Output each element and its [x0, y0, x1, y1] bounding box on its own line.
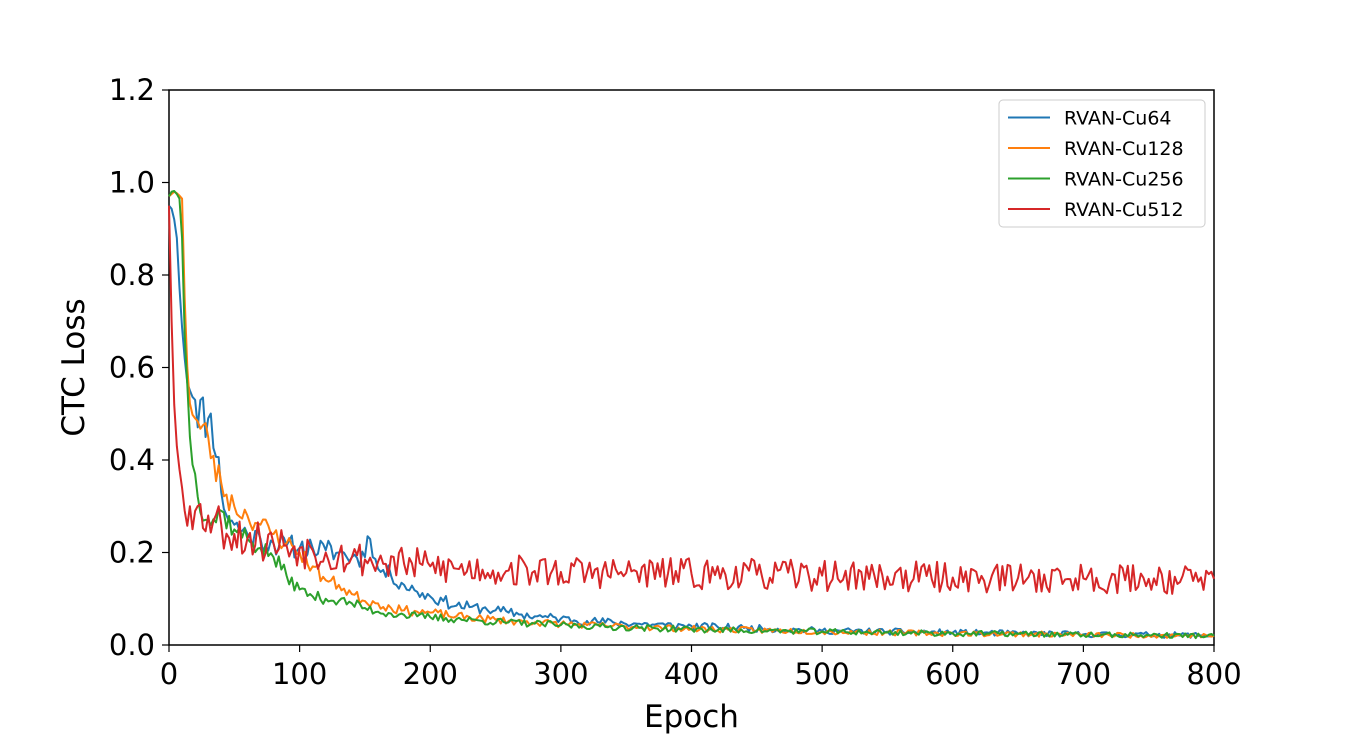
legend-label: RVAN-Cu256	[1064, 169, 1184, 191]
legend-box	[998, 99, 1206, 228]
y-tick-label: 0.2	[109, 536, 155, 570]
y-axis-label: CTC Loss	[56, 298, 92, 436]
y-tick-label: 0.0	[109, 628, 155, 662]
x-tick-label: 0	[160, 657, 178, 691]
x-tick-label: 300	[533, 657, 588, 691]
series-line-rvan-cu512	[168, 205, 1215, 595]
y-axis-ticks: 0.0 0.2 0.4 0.6 0.8 1.0 1.2	[109, 73, 169, 662]
y-tick-label: 1.2	[109, 73, 155, 107]
series-layer	[168, 189, 1215, 640]
x-tick-label: 100	[272, 657, 327, 691]
y-tick-label: 0.4	[109, 443, 155, 477]
series-line-rvan-cu256	[168, 189, 1215, 640]
legend-label: RVAN-Cu128	[1064, 138, 1184, 160]
x-tick-label: 200	[403, 657, 458, 691]
x-axis-label: Epoch	[644, 699, 739, 735]
x-tick-label: 800	[1186, 657, 1241, 691]
x-axis-ticks: 0 100 200 300 400 500 600 700 800	[160, 645, 1242, 691]
y-tick-label: 1.0	[109, 166, 155, 200]
y-tick-label: 0.6	[109, 351, 155, 385]
x-tick-label: 400	[664, 657, 719, 691]
x-tick-label: 600	[925, 657, 980, 691]
x-tick-label: 700	[1056, 657, 1111, 691]
y-tick-label: 0.8	[109, 258, 155, 292]
legend-label: RVAN-Cu64	[1064, 108, 1172, 130]
x-tick-label: 500	[794, 657, 849, 691]
legend-label: RVAN-Cu512	[1064, 199, 1184, 221]
legend: RVAN-Cu64 RVAN-Cu128 RVAN-Cu256 RVAN-Cu512	[998, 99, 1206, 228]
